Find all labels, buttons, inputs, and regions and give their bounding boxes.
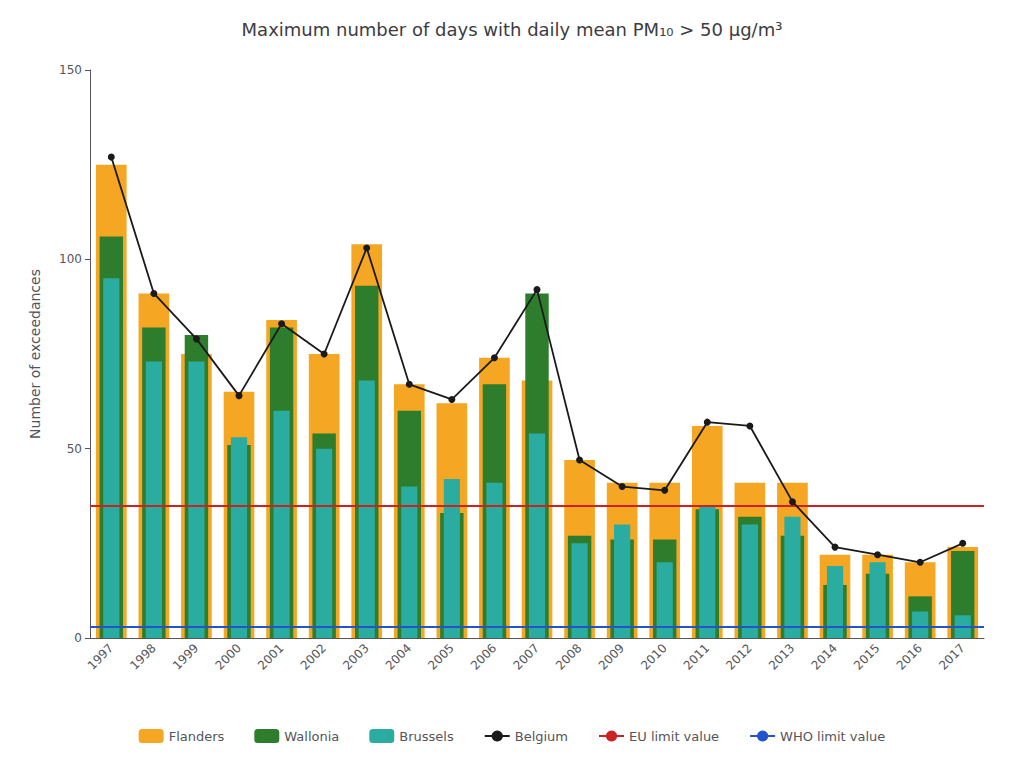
svg-text:2000: 2000	[212, 641, 243, 672]
svg-text:100: 100	[59, 252, 82, 266]
svg-text:2016: 2016	[894, 641, 925, 672]
svg-text:2015: 2015	[851, 641, 882, 672]
svg-text:WHO limit value: WHO limit value	[780, 729, 885, 744]
svg-text:2012: 2012	[723, 641, 754, 672]
svg-text:2017: 2017	[936, 641, 967, 672]
svg-text:1998: 1998	[127, 641, 158, 672]
svg-text:150: 150	[59, 63, 82, 77]
svg-text:2002: 2002	[298, 641, 329, 672]
svg-text:0: 0	[74, 631, 82, 645]
svg-text:2010: 2010	[638, 641, 669, 672]
svg-text:2004: 2004	[383, 641, 414, 672]
svg-text:2008: 2008	[553, 641, 584, 672]
svg-text:2014: 2014	[808, 641, 839, 672]
svg-text:2005: 2005	[425, 641, 456, 672]
svg-text:Belgium: Belgium	[515, 729, 568, 744]
svg-text:EU limit value: EU limit value	[629, 729, 719, 744]
svg-text:Number of exceedances: Number of exceedances	[27, 269, 43, 439]
svg-text:50: 50	[67, 442, 82, 456]
svg-text:1999: 1999	[170, 641, 201, 672]
svg-text:2001: 2001	[255, 641, 286, 672]
svg-text:Maximum number of days with da: Maximum number of days with daily mean P…	[242, 19, 783, 40]
svg-text:2009: 2009	[596, 641, 627, 672]
svg-text:Wallonia: Wallonia	[284, 729, 339, 744]
svg-text:2013: 2013	[766, 641, 797, 672]
svg-text:2003: 2003	[340, 641, 371, 672]
svg-text:2011: 2011	[681, 641, 712, 672]
svg-text:Flanders: Flanders	[169, 729, 225, 744]
svg-text:2006: 2006	[468, 641, 499, 672]
svg-text:1997: 1997	[85, 641, 116, 672]
svg-text:Brussels: Brussels	[399, 729, 454, 744]
svg-text:2007: 2007	[510, 641, 541, 672]
